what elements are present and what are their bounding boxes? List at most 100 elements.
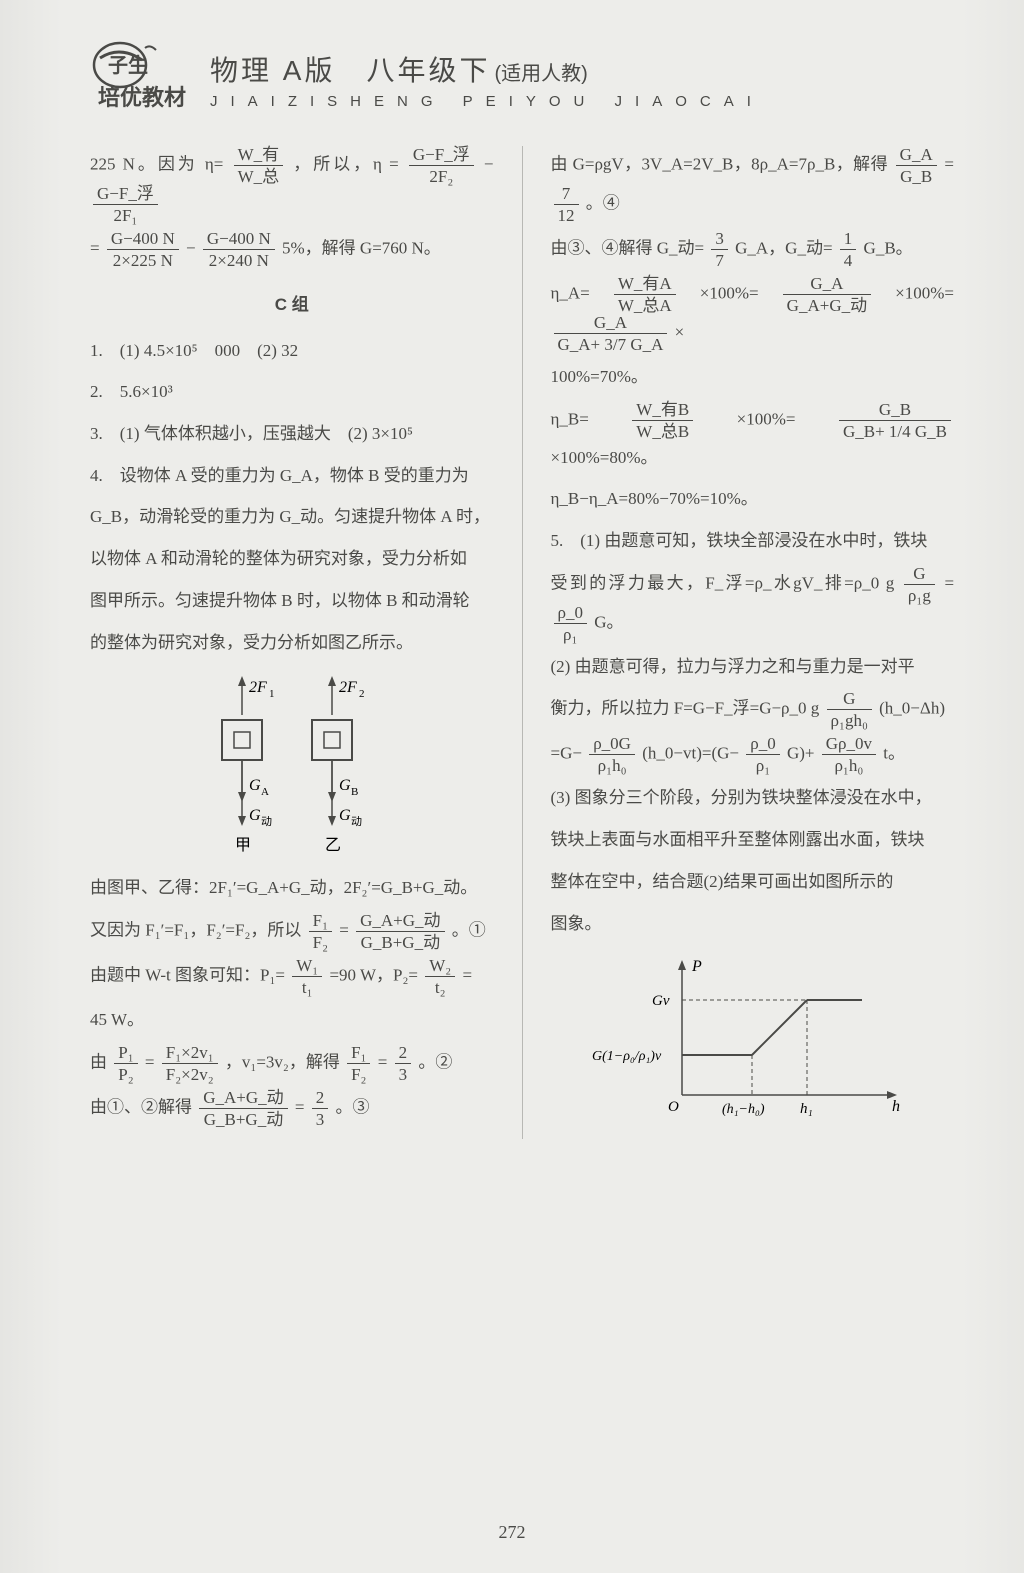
svg-text:培优教材: 培优教材 xyxy=(98,85,186,110)
intro-eq: 225 N。因为 η= W_有W_总 ，所以，η = G−F_浮2F₂ − G−… xyxy=(90,146,494,224)
n: Gρ_0v xyxy=(822,735,876,755)
pinyin-line: JIAIZISHENG PEIYOU JIAOCAI xyxy=(210,93,954,110)
left-column: 225 N。因为 η= W_有W_总 ，所以，η = G−F_浮2F₂ − G−… xyxy=(90,146,494,1139)
t: G_A，G_动= xyxy=(735,238,832,257)
intro-eq2: = G−400 N2×225 N − G−400 N2×240 N 5%，解得 … xyxy=(90,230,494,269)
n: G xyxy=(827,690,872,710)
n: W₂ xyxy=(425,957,455,977)
title-block: 物理 A版 八年级下 (适用人教) JIAIZISHENG PEIYOU JIA… xyxy=(210,49,954,110)
after-fig-6: 由①、②解得 G_A+G_动G_B+G_动 = 23 。③ xyxy=(90,1089,494,1128)
r4: 100%=70%。 xyxy=(551,359,955,395)
q5-4c: 整体在空中，结合题(2)结果可画出如图所示的 xyxy=(551,864,955,900)
n: G−400 N xyxy=(107,230,179,250)
n: G_B xyxy=(839,401,951,421)
svg-text:G: G xyxy=(249,807,261,824)
q4-l3: 以物体 A 和动滑轮的整体为研究对象，受力分析如 xyxy=(90,541,494,577)
n: ρ_0G xyxy=(589,735,635,755)
svg-text:(h₁−h₀): (h₁−h₀) xyxy=(722,1102,765,1117)
d: G_B+G_动 xyxy=(356,932,444,951)
t: 5%，解得 G=760 N。 xyxy=(282,238,441,257)
t: =90 W，P₂= xyxy=(329,965,418,984)
q1: 1. (1) 4.5×10⁵ 000 (2) 32 xyxy=(90,333,494,369)
t: (h_0−Δh) xyxy=(879,699,945,718)
n: F₁ xyxy=(309,912,332,932)
group-c-heading: C 组 xyxy=(90,287,494,323)
q5-1b: 受到的浮力最大，F_浮=ρ_水gV_排=ρ_0 g Gρ₁g = ρ_0ρ₁ G… xyxy=(551,565,955,643)
svg-text:甲: 甲 xyxy=(235,837,251,854)
svg-text:B: B xyxy=(351,786,358,798)
column-divider xyxy=(522,146,523,1139)
d: P₂ xyxy=(114,1064,137,1083)
n: G_A+G_动 xyxy=(199,1089,287,1109)
d: 3 xyxy=(395,1064,412,1083)
n: W₁ xyxy=(292,957,322,977)
n: W_有A xyxy=(614,275,676,295)
t: G_B。 xyxy=(864,238,913,257)
d: 7 xyxy=(711,250,728,269)
n: F₁ xyxy=(347,1044,370,1064)
d: F₂ xyxy=(309,932,332,951)
svg-text:2: 2 xyxy=(359,688,365,700)
d: 2×225 N xyxy=(107,250,179,269)
n: G_A xyxy=(896,146,937,166)
n: G xyxy=(904,565,935,585)
d: 2F₁ xyxy=(93,205,158,224)
q2: 2. 5.6×10³ xyxy=(90,374,494,410)
svg-text:G: G xyxy=(339,807,351,824)
svg-text:2F: 2F xyxy=(339,679,357,696)
d: W_总B xyxy=(632,421,693,440)
svg-text:Gv: Gv xyxy=(652,993,670,1009)
t: ，所以，η = xyxy=(293,154,398,173)
title-paren: (适用人教) xyxy=(494,63,587,85)
d: 4 xyxy=(840,250,857,269)
q4-l5: 的整体为研究对象，受力分析如图乙所示。 xyxy=(90,625,494,661)
after-fig-4: 45 W。 xyxy=(90,1002,494,1038)
n: 1 xyxy=(840,230,857,250)
q4-l1: 4. 设物体 A 受的重力为 G_A，物体 B 受的重力为 xyxy=(90,458,494,494)
d: 3 xyxy=(312,1109,329,1128)
d: W_总A xyxy=(614,295,676,314)
svg-text:1: 1 xyxy=(269,688,275,700)
after-fig-1: 由图甲、乙得：2F₁′=G_A+G_动，2F₂′=G_B+G_动。 xyxy=(90,870,494,906)
d: F₂ xyxy=(347,1064,370,1083)
n: ρ_0 xyxy=(746,735,779,755)
content-columns: 225 N。因为 η= W_有W_总 ，所以，η = G−F_浮2F₂ − G−… xyxy=(90,146,954,1139)
r6: η_B−η_A=80%−70%=10%。 xyxy=(551,481,955,517)
t: 。④ xyxy=(586,193,620,212)
t: 。② xyxy=(418,1052,452,1071)
q5-2b: 衡力，所以拉力 F=G−F_浮=G−ρ_0 g Gρ₁gh₀ (h_0−Δh) xyxy=(551,690,955,729)
logo-area: 子生 培优教材 物理 A版 八年级下 (适用人教) JIAIZISHENG PE… xyxy=(90,40,954,118)
t: ，v₁=3v₂，解得 xyxy=(225,1052,340,1071)
n: G_A xyxy=(783,275,871,295)
page: 子生 培优教材 物理 A版 八年级下 (适用人教) JIAIZISHENG PE… xyxy=(0,0,1024,1573)
q5-3: =G− ρ_0Gρ₁h₀ (h_0−vt)=(G− ρ_0ρ₁ G)+ Gρ_0… xyxy=(551,735,955,774)
svg-text:乙: 乙 xyxy=(325,837,341,854)
q5-2a: (2) 由题意可得，拉力与浮力之和与重力是一对平 xyxy=(551,649,955,685)
t: η_A= xyxy=(551,283,590,302)
d: 2×240 N xyxy=(203,250,275,269)
t: 225 N。因为 η= xyxy=(90,154,223,173)
result-graph: P h O Gv G(1−ρ₀/ρ₁)v (h₁−h₀) h₁ xyxy=(551,955,955,1125)
t: 。③ xyxy=(336,1097,370,1116)
after-fig-3: 由题中 W-t 图象可知：P₁= W₁t₁ =90 W，P₂= W₂t₂ = xyxy=(90,957,494,996)
d: 12 xyxy=(554,205,579,224)
n: G−F_浮 xyxy=(409,146,474,166)
t: ×100%=80%。 xyxy=(551,448,658,467)
t: η_B= xyxy=(551,409,589,428)
d: ρ₁h₀ xyxy=(822,755,876,774)
n: W_有 xyxy=(234,146,284,166)
t: = xyxy=(944,573,954,592)
svg-text:G(1−ρ₀/ρ₁)v: G(1−ρ₀/ρ₁)v xyxy=(592,1049,662,1064)
d: G_B+G_动 xyxy=(199,1109,287,1128)
t: 又因为 F₁′=F₁，F₂′=F₂，所以 xyxy=(90,920,301,939)
d: G_A+G_动 xyxy=(783,295,871,314)
n: 7 xyxy=(554,185,579,205)
right-column: 由 G=ρgV，3V_A=2V_B，8ρ_A=7ρ_B，解得 G_AG_B = … xyxy=(551,146,955,1139)
t: 由③、④解得 G_动= xyxy=(551,238,705,257)
t: =G− xyxy=(551,744,582,763)
n: W_有B xyxy=(632,401,693,421)
q5-4b: 铁块上表面与水面相平升至整体刚露出水面，铁块 xyxy=(551,822,955,858)
r1: 由 G=ρgV，3V_A=2V_B，8ρ_A=7ρ_B，解得 G_AG_B = … xyxy=(551,146,955,224)
n: 3 xyxy=(711,230,728,250)
t: 由题中 W-t 图象可知：P₁= xyxy=(90,965,285,984)
